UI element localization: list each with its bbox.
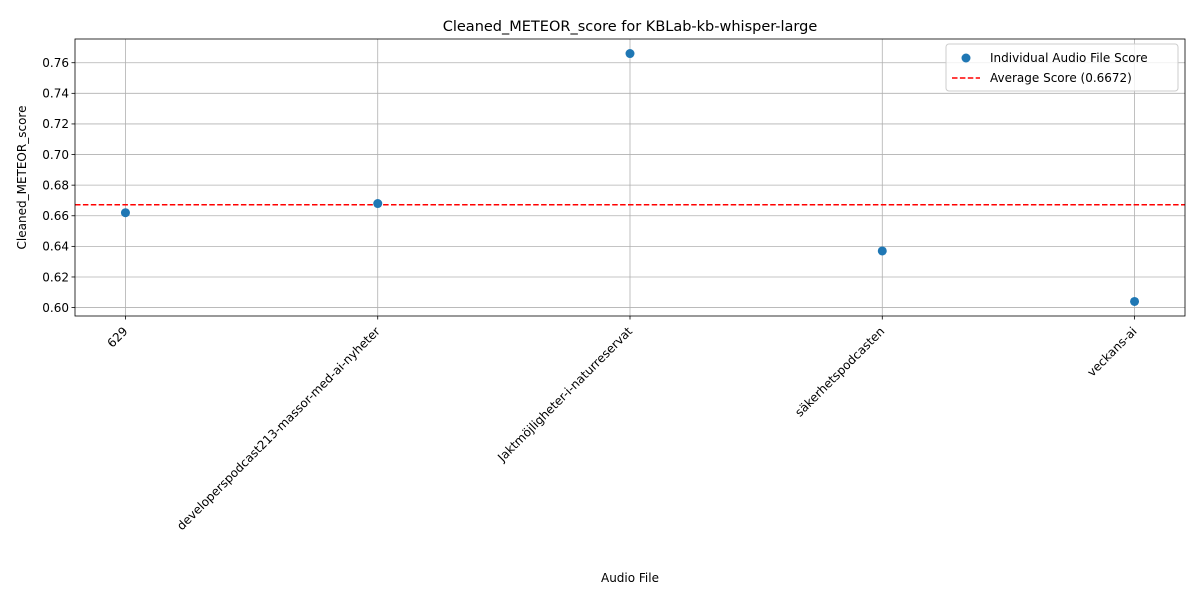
y-tick-label: 0.72 — [42, 117, 69, 131]
y-tick-label: 0.60 — [42, 301, 69, 315]
y-tick-label: 0.70 — [42, 148, 69, 162]
legend-label-average: Average Score (0.6672) — [990, 71, 1132, 85]
legend: Individual Audio File Score Average Scor… — [945, 43, 1179, 92]
y-tick-label: 0.64 — [42, 240, 69, 254]
data-point — [120, 208, 130, 218]
data-point — [625, 49, 635, 59]
chart-title: Cleaned_METEOR_score for KBLab-kb-whispe… — [443, 19, 818, 35]
data-point — [373, 199, 383, 209]
y-tick-label: 0.76 — [42, 56, 69, 70]
x-axis-label: Audio File — [601, 571, 659, 585]
grid-layer — [75, 39, 1185, 316]
data-point — [1130, 296, 1140, 306]
y-axis-label: Cleaned_METEOR_score — [15, 106, 29, 250]
data-point-layer — [120, 49, 1140, 306]
y-tick-label: 0.68 — [42, 178, 69, 192]
legend-marker-points — [961, 53, 971, 63]
y-tick-layer: 0.60 0.62 0.64 0.66 0.68 0.70 0.72 0.74 0.76 — [42, 56, 75, 315]
y-tick-label: 0.62 — [42, 270, 69, 284]
data-point — [877, 246, 887, 256]
y-tick-label: 0.66 — [42, 209, 69, 223]
y-tick-label: 0.74 — [42, 87, 69, 101]
legend-label-points: Individual Audio File Score — [990, 51, 1148, 65]
legend-box — [945, 43, 1179, 92]
